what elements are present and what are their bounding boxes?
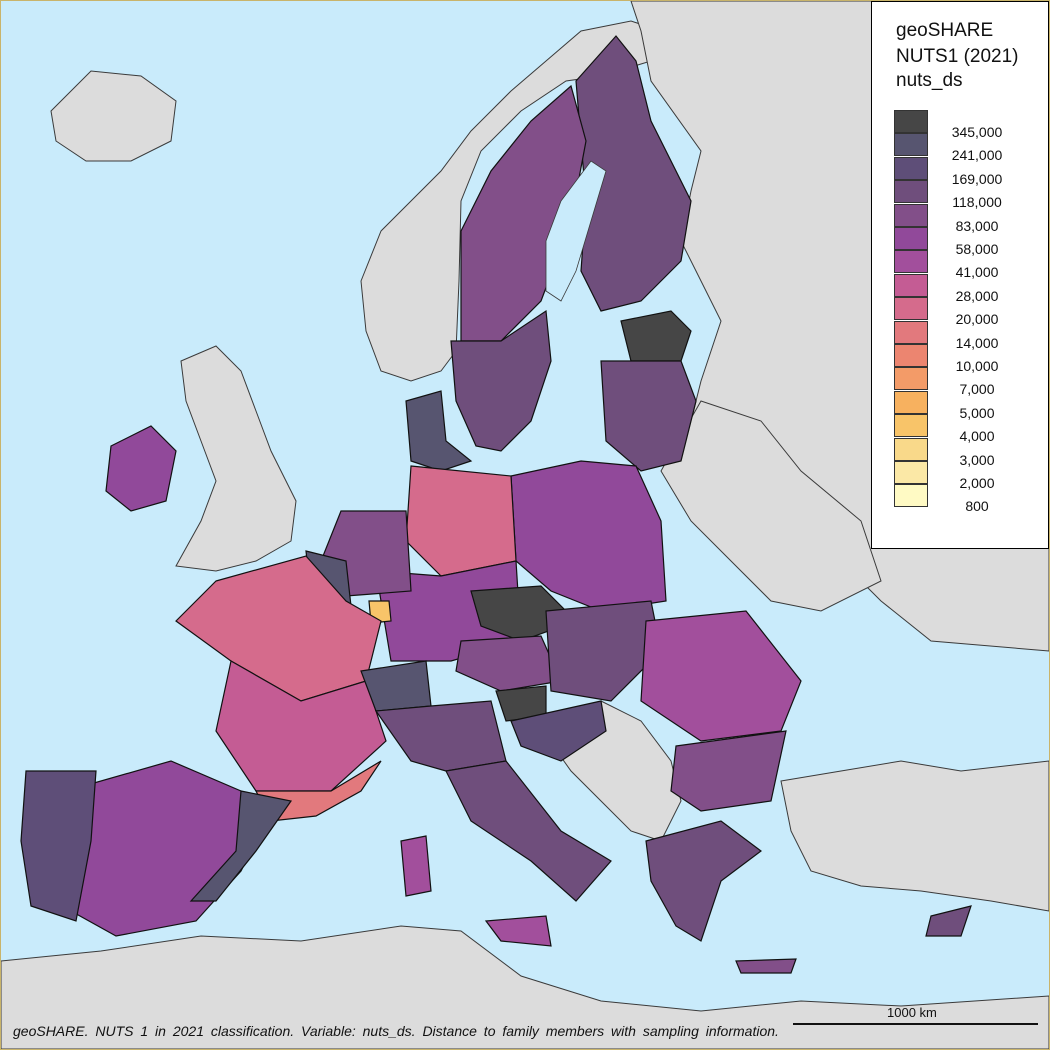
- legend-swatch: [894, 227, 928, 250]
- legend-label: 2,000: [959, 475, 995, 491]
- denmark-region: [405, 390, 473, 472]
- uk-shape: [175, 345, 297, 572]
- belarus-ukraine-shape: [660, 400, 882, 612]
- legend-swatch: [894, 390, 928, 414]
- legend-label: 83,000: [955, 217, 999, 234]
- legend-swatch: [894, 320, 928, 344]
- italy-south-region: [445, 760, 612, 902]
- legend-swatch: [894, 484, 928, 508]
- turkey-shape: [780, 760, 1049, 912]
- legend-swatch: [894, 156, 928, 180]
- legend-label: 28,000: [955, 287, 999, 304]
- legend-label: 14,000: [955, 334, 999, 351]
- legend-swatch: [894, 133, 928, 157]
- legend-swatch: [894, 344, 928, 367]
- legend-label: 118,000: [952, 194, 1002, 211]
- legend-label: 4,000: [959, 428, 995, 445]
- legend-label: 41,000: [955, 264, 999, 281]
- legend-label: 3,000: [959, 451, 995, 468]
- scalebar-line: [793, 1023, 1038, 1025]
- romania-region: [640, 610, 802, 742]
- nuts1-regions: [20, 35, 972, 974]
- gulf-of-bothnia: [545, 160, 607, 302]
- croatia-region: [510, 700, 607, 762]
- sardinia-region: [400, 835, 432, 897]
- austria-region: [455, 635, 562, 692]
- cyprus-region: [925, 905, 972, 937]
- legend-swatch: [894, 297, 928, 321]
- spain-east-region: [189, 790, 293, 902]
- legend-swatch: [894, 180, 928, 204]
- legend-swatch: [894, 437, 928, 461]
- bulgaria-region: [670, 730, 787, 812]
- portugal-region: [20, 770, 97, 922]
- scalebar-label: 1000 km: [887, 1005, 937, 1020]
- legend-label: 20,000: [955, 311, 999, 328]
- legend: geoSHARE NUTS1 (2021) nuts_ds 345,000 241…: [871, 1, 1049, 549]
- legend-swatch: [894, 273, 928, 297]
- sweden-south-region: [450, 309, 552, 452]
- legend-label: 58,000: [955, 241, 999, 257]
- poland-region: [510, 460, 667, 612]
- legend-title-line-2: NUTS1 (2021): [896, 46, 1019, 67]
- map-caption: geoSHARE. NUTS 1 in 2021 classification.…: [13, 1023, 779, 1039]
- legend-label: 241,000: [951, 147, 1003, 164]
- italy-north-region: [374, 700, 507, 772]
- legend-swatch: [894, 250, 928, 274]
- legend-label: 169,000: [951, 170, 1003, 187]
- ireland-region: [105, 425, 177, 512]
- slovakia-hungary-region: [545, 600, 662, 702]
- legend-swatch: [894, 367, 928, 391]
- north-africa-shape: [1, 925, 1049, 1049]
- legend-swatch: [894, 110, 928, 133]
- legend-label: 10,000: [955, 358, 999, 374]
- germany-north-region: [405, 465, 517, 577]
- legend-swatch: [894, 203, 928, 227]
- latvia-lithuania-region: [600, 360, 697, 472]
- estonia-region: [620, 310, 692, 362]
- france-central-region: [215, 660, 387, 792]
- legend-label: 5,000: [959, 404, 995, 421]
- legend-title-line-3: nuts_ds: [896, 70, 963, 91]
- legend-swatch: [894, 414, 928, 438]
- crete-region: [735, 958, 797, 974]
- legend-label: 7,000: [959, 381, 995, 398]
- legend-label: 800: [965, 498, 989, 515]
- legend-label: 345,000: [951, 124, 1003, 140]
- greece-region: [645, 820, 762, 942]
- legend-swatch: [894, 461, 928, 484]
- legend-title-line-1: geoSHARE: [896, 20, 994, 41]
- iceland-shape: [50, 70, 177, 162]
- sicily-region: [484, 915, 552, 947]
